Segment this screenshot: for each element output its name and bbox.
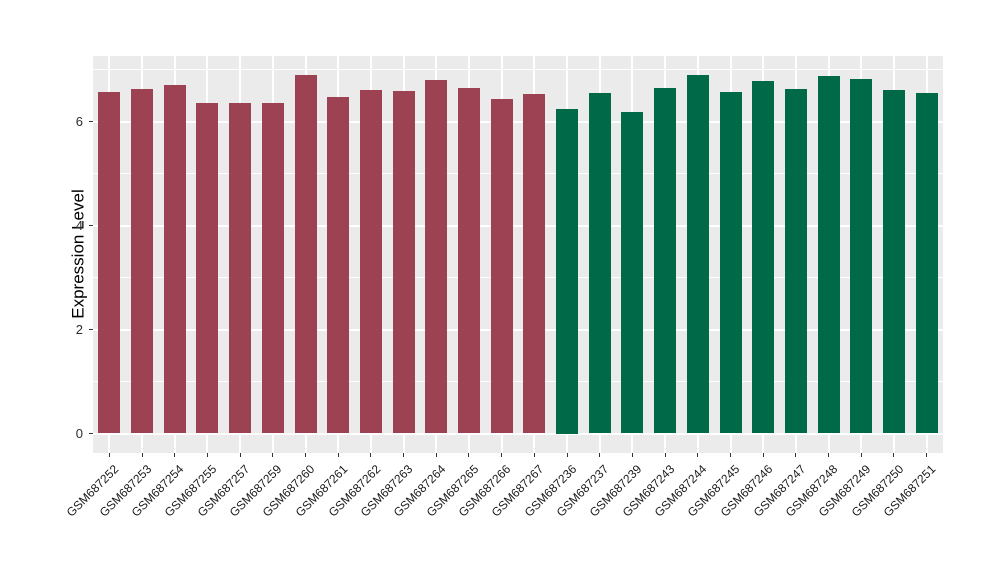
x-tick-mark xyxy=(141,453,143,457)
x-tick-mark xyxy=(828,453,830,457)
major-gridline xyxy=(93,120,943,123)
x-tick-mark xyxy=(174,453,176,457)
major-gridline xyxy=(93,432,943,435)
bar-GSM687249 xyxy=(850,79,873,434)
bar-GSM687265 xyxy=(457,88,480,434)
x-tick-mark xyxy=(533,453,535,457)
x-tick-mark xyxy=(501,453,503,457)
bar-GSM687257 xyxy=(229,103,252,434)
y-tick-mark xyxy=(89,121,93,123)
y-tick-label: 6 xyxy=(75,113,83,129)
bar-GSM687266 xyxy=(490,99,513,434)
plot-panel xyxy=(93,56,943,453)
bar-GSM687244 xyxy=(686,75,709,434)
y-tick-mark xyxy=(89,225,93,227)
x-tick-mark xyxy=(370,453,372,457)
y-tick-label: 4 xyxy=(75,217,83,233)
x-tick-mark xyxy=(239,453,241,457)
major-gridline xyxy=(93,224,943,227)
bar-GSM687251 xyxy=(915,92,938,434)
bar-GSM687263 xyxy=(392,91,415,434)
x-tick-mark xyxy=(108,453,110,457)
x-tick-mark xyxy=(631,453,633,457)
minor-gridline xyxy=(93,277,943,279)
bar-GSM687237 xyxy=(588,92,611,434)
major-gridline xyxy=(93,328,943,331)
bar-GSM687236 xyxy=(556,108,579,434)
y-tick-label: 2 xyxy=(75,321,83,337)
x-tick-mark xyxy=(795,453,797,457)
x-tick-mark xyxy=(599,453,601,457)
bar-GSM687259 xyxy=(261,103,284,434)
bar-GSM687250 xyxy=(882,90,905,434)
x-tick-mark xyxy=(337,453,339,457)
x-tick-mark xyxy=(926,453,928,457)
x-tick-mark xyxy=(403,453,405,457)
minor-gridline xyxy=(93,69,943,71)
x-tick-mark xyxy=(697,453,699,457)
bar-GSM687246 xyxy=(752,80,775,434)
y-tick-label: 0 xyxy=(75,425,83,441)
x-tick-mark xyxy=(762,453,764,457)
bar-GSM687247 xyxy=(784,88,807,434)
bar-GSM687260 xyxy=(294,75,317,434)
x-tick-mark xyxy=(730,453,731,457)
bar-GSM687254 xyxy=(163,84,186,434)
x-tick-mark xyxy=(435,453,437,457)
y-axis-title: Expression Level xyxy=(68,189,88,319)
x-tick-mark xyxy=(893,453,895,457)
x-tick-mark xyxy=(566,453,568,457)
bar-GSM687253 xyxy=(131,89,154,434)
x-tick-mark xyxy=(468,453,470,457)
x-tick-mark xyxy=(305,453,306,457)
x-tick-mark xyxy=(206,453,208,457)
bar-GSM687245 xyxy=(719,92,742,434)
x-tick-mark xyxy=(272,453,274,457)
bar-GSM687262 xyxy=(359,89,382,434)
bar-GSM687267 xyxy=(523,94,546,434)
y-tick-mark xyxy=(89,433,93,434)
minor-gridline xyxy=(93,381,943,383)
y-tick-mark xyxy=(89,329,93,331)
bar-GSM687252 xyxy=(98,91,121,434)
bar-GSM687255 xyxy=(196,103,219,434)
bar-GSM687261 xyxy=(327,96,350,434)
x-tick-mark xyxy=(664,453,666,457)
bar-GSM687264 xyxy=(425,80,448,434)
bar-GSM687248 xyxy=(817,75,840,434)
bar-GSM687239 xyxy=(621,111,644,434)
x-tick-mark xyxy=(860,453,862,457)
minor-gridline xyxy=(93,173,943,175)
bar-GSM687243 xyxy=(654,88,677,434)
